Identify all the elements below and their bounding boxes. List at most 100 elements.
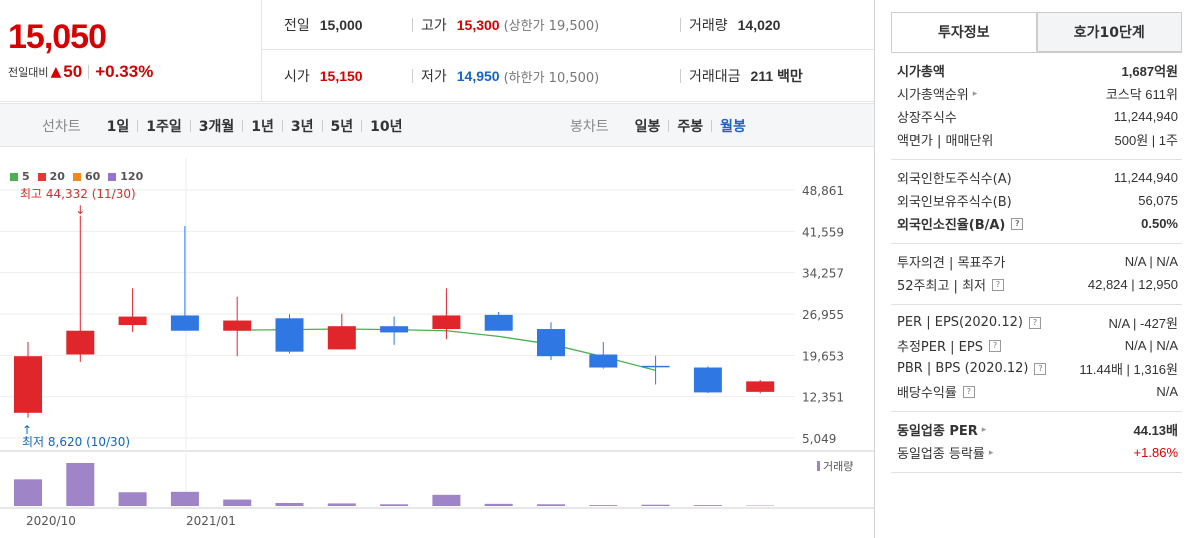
- chart-legend: 5 20 60 120: [10, 170, 151, 183]
- info-label: 동일업종 등락률 ▸: [897, 447, 994, 462]
- tab-3m[interactable]: 3개월: [198, 119, 235, 135]
- info-section: 외국인한도주식수(A) 11,244,940 외국인보유주식수(B) 56,075 외국…: [891, 160, 1182, 244]
- help-icon[interactable]: ?: [1034, 362, 1047, 375]
- volume-bar: [380, 504, 409, 506]
- info-value: 11,244,940: [1113, 109, 1178, 124]
- volume-bar: [275, 502, 304, 506]
- side-tabs: 투자정보 호가10단계: [891, 12, 1182, 52]
- info-row: 시가총액순위 ▸ 코스닥 611위: [891, 82, 1182, 105]
- y-tick-label: 41,559: [802, 225, 844, 239]
- tab-1w[interactable]: 1주일: [146, 119, 182, 135]
- help-icon[interactable]: ?: [992, 278, 1004, 291]
- candle-body: [537, 329, 565, 357]
- line-chart-title: 선차트: [42, 119, 81, 135]
- info-row: PBR | BPS (2020.12)? 11.44배 | 1,316원: [891, 357, 1182, 380]
- chevron-right-icon[interactable]: ▸: [981, 424, 987, 435]
- info-value: 44.13배: [1133, 423, 1179, 438]
- volume-bar: [118, 492, 147, 506]
- candle-body: [432, 315, 461, 330]
- change-label: 전일대비: [8, 66, 49, 79]
- chevron-right-icon[interactable]: ▸: [988, 447, 994, 458]
- prev-close: 전일 15,000: [284, 16, 363, 34]
- candle-body: [275, 318, 304, 352]
- tab-10y[interactable]: 10년: [370, 119, 403, 135]
- low-annotation: 최저 8,620 (10/30): [22, 435, 130, 449]
- quote-details: 전일 15,000 고가 15,300 (상한가 19,500) 거래량 14,…: [262, 0, 874, 102]
- volume-bar: [641, 504, 670, 506]
- help-icon[interactable]: ?: [962, 385, 975, 398]
- info-label: 추정PER | EPS?: [897, 336, 1001, 355]
- tab-weekly[interactable]: 주봉: [677, 119, 704, 135]
- tab-monthly[interactable]: 월봉: [720, 119, 746, 135]
- info-row: 외국인소진율(B/A)? 0.50%: [891, 212, 1182, 235]
- open-price: 시가 15,150: [284, 68, 363, 85]
- candle-body: [484, 314, 513, 331]
- candle-body: [118, 316, 147, 326]
- trading-amount: 거래대금 211 백만: [680, 66, 803, 86]
- info-row: 동일업종 등락률 ▸ +1.86%: [891, 441, 1182, 464]
- tab-5y[interactable]: 5년: [330, 119, 354, 135]
- info-label: 상장주식수: [897, 111, 957, 126]
- info-label: 외국인한도주식수(A): [897, 172, 1012, 187]
- candle-body: [223, 320, 252, 331]
- high-annotation: 최고 44,332 (11/30): [20, 187, 136, 201]
- info-row: 액면가 | 매매단위 500원 | 1주: [891, 128, 1182, 151]
- candle-body: [589, 354, 618, 368]
- info-value: 500원 | 1주: [1114, 133, 1178, 148]
- candle-chart-tabs: 봉차트 일봉 주봉 월봉: [570, 104, 754, 148]
- candle-body: [66, 330, 95, 355]
- tab-3y[interactable]: 3년: [290, 119, 314, 135]
- info-row: 추정PER | EPS? N/A | N/A: [891, 334, 1182, 357]
- y-tick-label: 19,653: [802, 349, 844, 363]
- info-label: 투자의견 | 목표주가: [897, 256, 1006, 271]
- tab-investment-info[interactable]: 투자정보: [891, 12, 1037, 52]
- info-label: PER | EPS(2020.12)?: [897, 315, 1041, 330]
- help-icon[interactable]: ?: [1011, 217, 1024, 230]
- legend-ma120: 120: [108, 170, 143, 183]
- up-arrow-icon: ▲: [50, 64, 62, 80]
- current-price: 15,050: [8, 18, 107, 56]
- info-row: PER | EPS(2020.12)? N/A | -427원: [891, 311, 1182, 334]
- info-value: 11,244,940: [1113, 170, 1178, 185]
- volume-bar: [170, 491, 199, 506]
- low-price: 저가 14,950 (하한가 10,500): [412, 66, 599, 86]
- high-price: 고가 15,300 (상한가 19,500): [412, 15, 599, 35]
- info-value: 1,687억원: [1121, 64, 1178, 79]
- chart-canvas[interactable]: 48,861 41,559 34,257 26,955 19,653 12,351 5,04…: [0, 148, 874, 538]
- info-label: 액면가 | 매매단위: [897, 134, 994, 149]
- info-value: +1.86%: [1133, 445, 1178, 460]
- info-label: PBR | BPS (2020.12)?: [897, 361, 1047, 376]
- info-row: 외국인보유주식수(B) 56,075: [891, 189, 1182, 212]
- y-tick-label: 48,861: [802, 184, 844, 198]
- info-label: 배당수익률?: [897, 382, 975, 401]
- info-row: 외국인한도주식수(A) 11,244,940: [891, 166, 1182, 189]
- tab-daily[interactable]: 일봉: [634, 119, 661, 135]
- info-label: 동일업종 PER ▸: [897, 424, 987, 439]
- info-row: 동일업종 PER ▸ 44.13배: [891, 418, 1182, 441]
- info-value: 11.44배 | 1,316원: [1079, 362, 1178, 377]
- legend-ma60: 60: [72, 170, 100, 183]
- price-change: 전일대비 ▲ 50 +0.33%: [8, 62, 153, 82]
- volume-bar: [432, 494, 461, 506]
- info-value: 42,824 | 12,950: [1087, 277, 1178, 292]
- tab-orderbook-10[interactable]: 호가10단계: [1036, 12, 1182, 52]
- chevron-right-icon[interactable]: ▸: [972, 88, 978, 99]
- help-icon[interactable]: ?: [1028, 316, 1041, 329]
- info-value: 코스닥 611위: [1105, 87, 1178, 102]
- volume-bar: [66, 463, 95, 506]
- help-icon[interactable]: ?: [988, 339, 1001, 352]
- volume-bar: [589, 505, 618, 506]
- candle-chart-title: 봉차트: [570, 119, 609, 135]
- y-tick-label: 5,049: [802, 432, 836, 446]
- info-label: 시가총액순위 ▸: [897, 88, 978, 103]
- info-value: N/A | -427원: [1108, 316, 1178, 331]
- tab-1d[interactable]: 1일: [106, 119, 130, 135]
- y-tick-label: 26,955: [802, 308, 844, 322]
- info-value: N/A | N/A: [1124, 338, 1178, 353]
- y-tick-label: 34,257: [802, 267, 844, 281]
- candle-body: [327, 326, 356, 350]
- tab-1y[interactable]: 1년: [251, 119, 274, 135]
- candle-body: [170, 315, 199, 331]
- volume-bar: [14, 479, 42, 506]
